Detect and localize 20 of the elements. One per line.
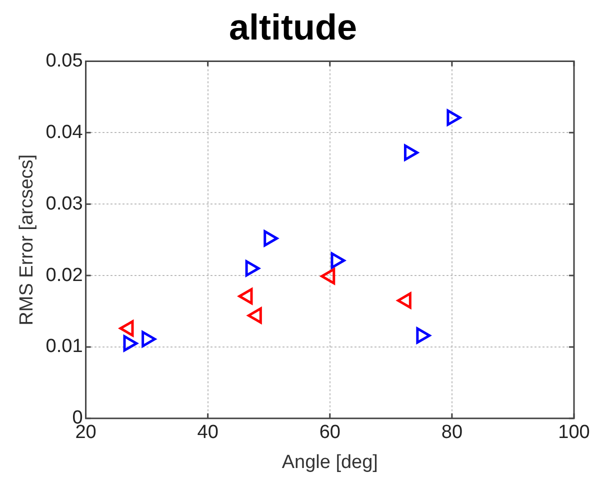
x-tick-label: 80 xyxy=(441,422,463,444)
y-tick-label: 0.05 xyxy=(46,50,83,72)
point xyxy=(404,144,418,161)
point xyxy=(123,335,138,352)
y-axis-title: RMS Error [arcsecs] xyxy=(16,154,38,326)
point xyxy=(446,109,462,126)
x-axis-title: Angle [deg] xyxy=(282,452,378,473)
point xyxy=(245,260,260,277)
x-tick-label: 100 xyxy=(558,422,590,444)
point xyxy=(416,327,431,344)
chart-title: altitude xyxy=(228,6,358,48)
y-tick-label: 0.02 xyxy=(46,264,83,286)
x-tick-label: 40 xyxy=(197,422,218,444)
y-tick-label: 0.03 xyxy=(46,193,83,214)
y-tick-label: 0.01 xyxy=(46,336,83,358)
point xyxy=(330,252,346,269)
x-tick-label: 60 xyxy=(319,422,340,444)
y-tick-label: 0.04 xyxy=(46,122,84,143)
point xyxy=(264,230,278,247)
point xyxy=(142,330,156,348)
